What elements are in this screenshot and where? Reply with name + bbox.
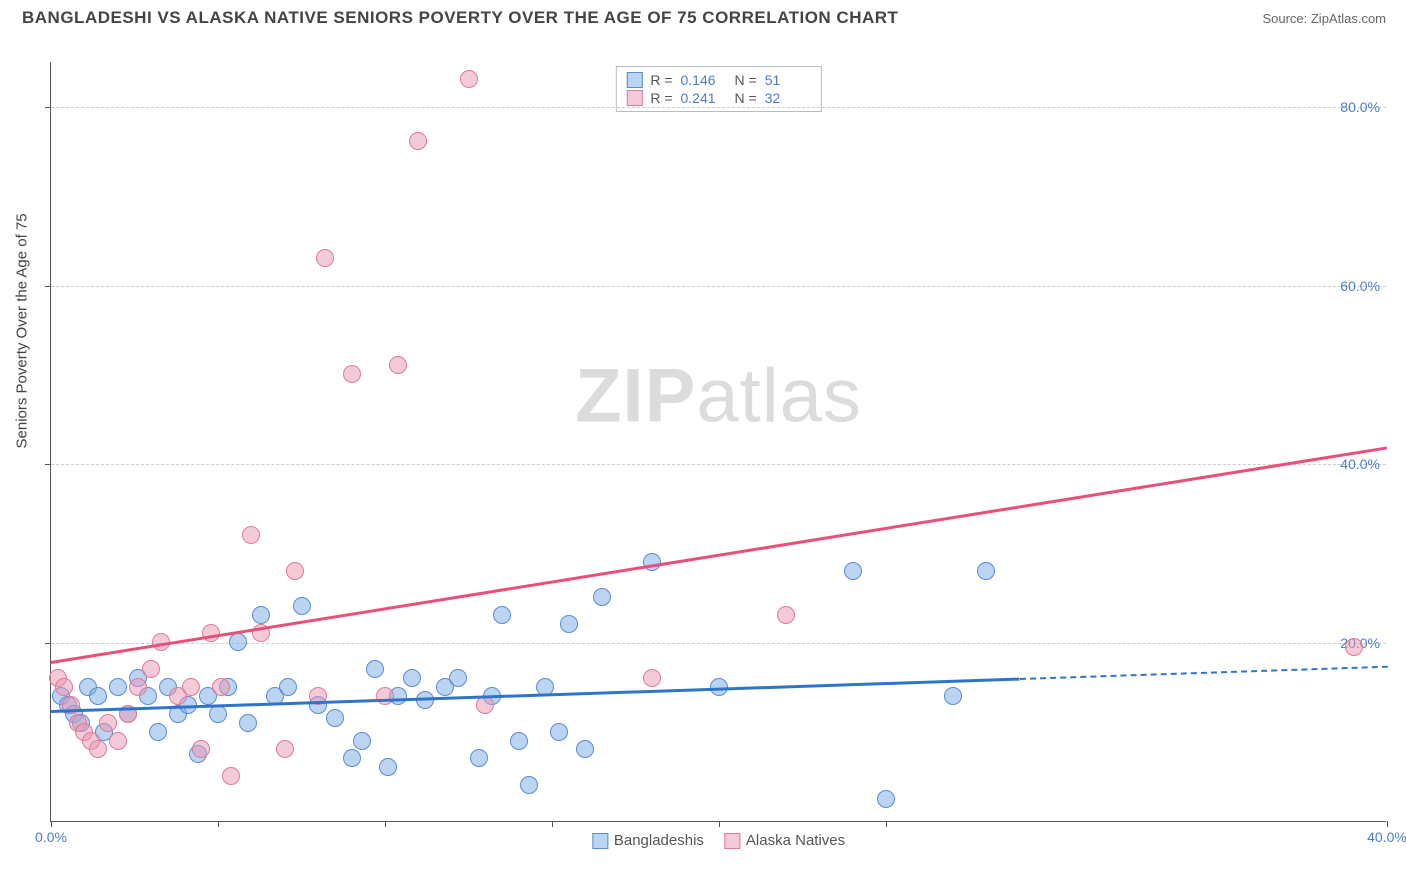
data-point (409, 132, 427, 150)
data-point (560, 615, 578, 633)
gridline (51, 107, 1386, 108)
chart-title: BANGLADESHI VS ALASKA NATIVE SENIORS POV… (22, 8, 898, 28)
data-point (242, 526, 260, 544)
data-point (493, 606, 511, 624)
trend-line (51, 446, 1387, 664)
data-point (403, 669, 421, 687)
data-point (326, 709, 344, 727)
series-legend: Bangladeshis Alaska Natives (592, 832, 845, 849)
data-point (316, 249, 334, 267)
data-point (366, 660, 384, 678)
legend-item-alaska-natives: Alaska Natives (724, 832, 845, 849)
watermark: ZIPatlas (575, 352, 862, 439)
data-point (149, 723, 167, 741)
data-point (877, 790, 895, 808)
y-tick-label: 60.0% (1340, 278, 1380, 294)
trend-line-dashed (1020, 666, 1387, 680)
data-point (944, 687, 962, 705)
data-point (777, 606, 795, 624)
data-point (1345, 638, 1363, 656)
data-point (279, 678, 297, 696)
gridline (51, 464, 1386, 465)
data-point (389, 356, 407, 374)
x-tick-label: 40.0% (1367, 829, 1406, 845)
data-point (293, 597, 311, 615)
data-point (460, 70, 478, 88)
data-point (55, 678, 73, 696)
data-point (109, 732, 127, 750)
chart-plot-area: ZIPatlas R = 0.146 N = 51 R = 0.241 N = … (50, 62, 1386, 822)
data-point (470, 749, 488, 767)
legend-row-0: R = 0.146 N = 51 (626, 71, 810, 89)
data-point (229, 633, 247, 651)
data-point (192, 740, 210, 758)
y-tick-label: 80.0% (1340, 99, 1380, 115)
swatch-icon (626, 90, 642, 106)
data-point (343, 749, 361, 767)
gridline (51, 286, 1386, 287)
data-point (89, 687, 107, 705)
correlation-legend: R = 0.146 N = 51 R = 0.241 N = 32 (615, 66, 821, 112)
data-point (89, 740, 107, 758)
swatch-icon (592, 833, 608, 849)
swatch-icon (724, 833, 740, 849)
data-point (550, 723, 568, 741)
data-point (643, 669, 661, 687)
x-tick-label: 0.0% (35, 829, 67, 845)
source-label: Source: ZipAtlas.com (1262, 11, 1386, 26)
header: BANGLADESHI VS ALASKA NATIVE SENIORS POV… (0, 0, 1406, 32)
gridline (51, 643, 1386, 644)
data-point (520, 776, 538, 794)
data-point (343, 365, 361, 383)
y-tick-label: 40.0% (1340, 456, 1380, 472)
data-point (977, 562, 995, 580)
data-point (142, 660, 160, 678)
legend-row-1: R = 0.241 N = 32 (626, 89, 810, 107)
data-point (286, 562, 304, 580)
data-point (276, 740, 294, 758)
data-point (576, 740, 594, 758)
data-point (353, 732, 371, 750)
data-point (239, 714, 257, 732)
data-point (510, 732, 528, 750)
data-point (252, 606, 270, 624)
data-point (449, 669, 467, 687)
data-point (99, 714, 117, 732)
data-point (844, 562, 862, 580)
data-point (109, 678, 127, 696)
data-point (182, 678, 200, 696)
data-point (222, 767, 240, 785)
data-point (593, 588, 611, 606)
data-point (129, 678, 147, 696)
legend-item-bangladeshis: Bangladeshis (592, 832, 704, 849)
swatch-icon (626, 72, 642, 88)
y-axis-label: Seniors Poverty Over the Age of 75 (14, 213, 31, 448)
data-point (379, 758, 397, 776)
data-point (376, 687, 394, 705)
data-point (212, 678, 230, 696)
